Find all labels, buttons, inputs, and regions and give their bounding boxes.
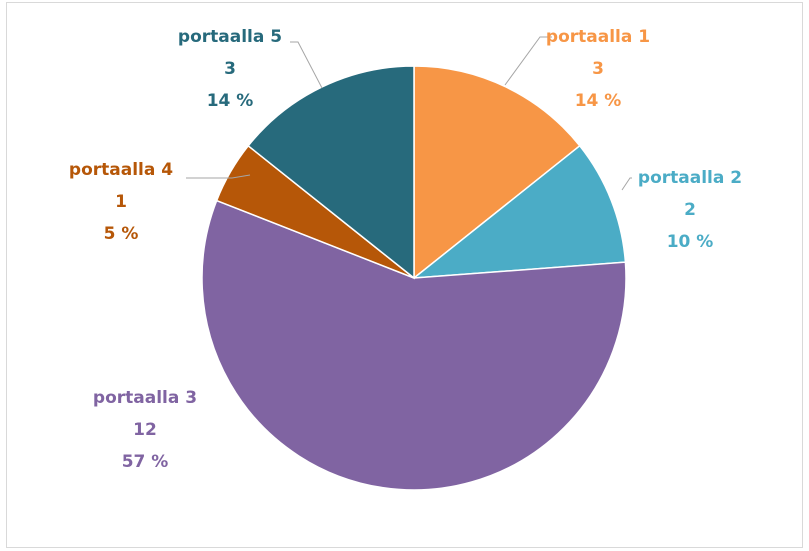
- slice-value: 3: [224, 59, 236, 79]
- pie-slice: [413, 65, 581, 280]
- slice-name: portaalla 2: [638, 168, 742, 188]
- slice-value: 12: [133, 420, 157, 440]
- slice-percent: 14 %: [575, 91, 622, 111]
- slice-value: 1: [115, 192, 127, 212]
- slice-percent: 14 %: [207, 91, 254, 111]
- slice-name: portaalla 5: [178, 27, 282, 47]
- slice-value: 3: [592, 59, 604, 79]
- slice-percent: 10 %: [667, 232, 714, 252]
- slice-percent: 5 %: [104, 224, 139, 244]
- leader-line: [290, 41, 323, 89]
- slice-name: portaalla 3: [93, 388, 197, 408]
- slice-name: portaalla 1: [546, 27, 650, 47]
- pie-slice: [201, 199, 627, 491]
- leader-line: [504, 36, 552, 86]
- leader-line: [621, 177, 632, 191]
- slice-value: 2: [684, 200, 696, 220]
- slice-percent: 57 %: [122, 452, 169, 472]
- slice-name: portaalla 4: [69, 160, 173, 180]
- pie-slice: [411, 144, 627, 279]
- leader-line: [186, 174, 251, 179]
